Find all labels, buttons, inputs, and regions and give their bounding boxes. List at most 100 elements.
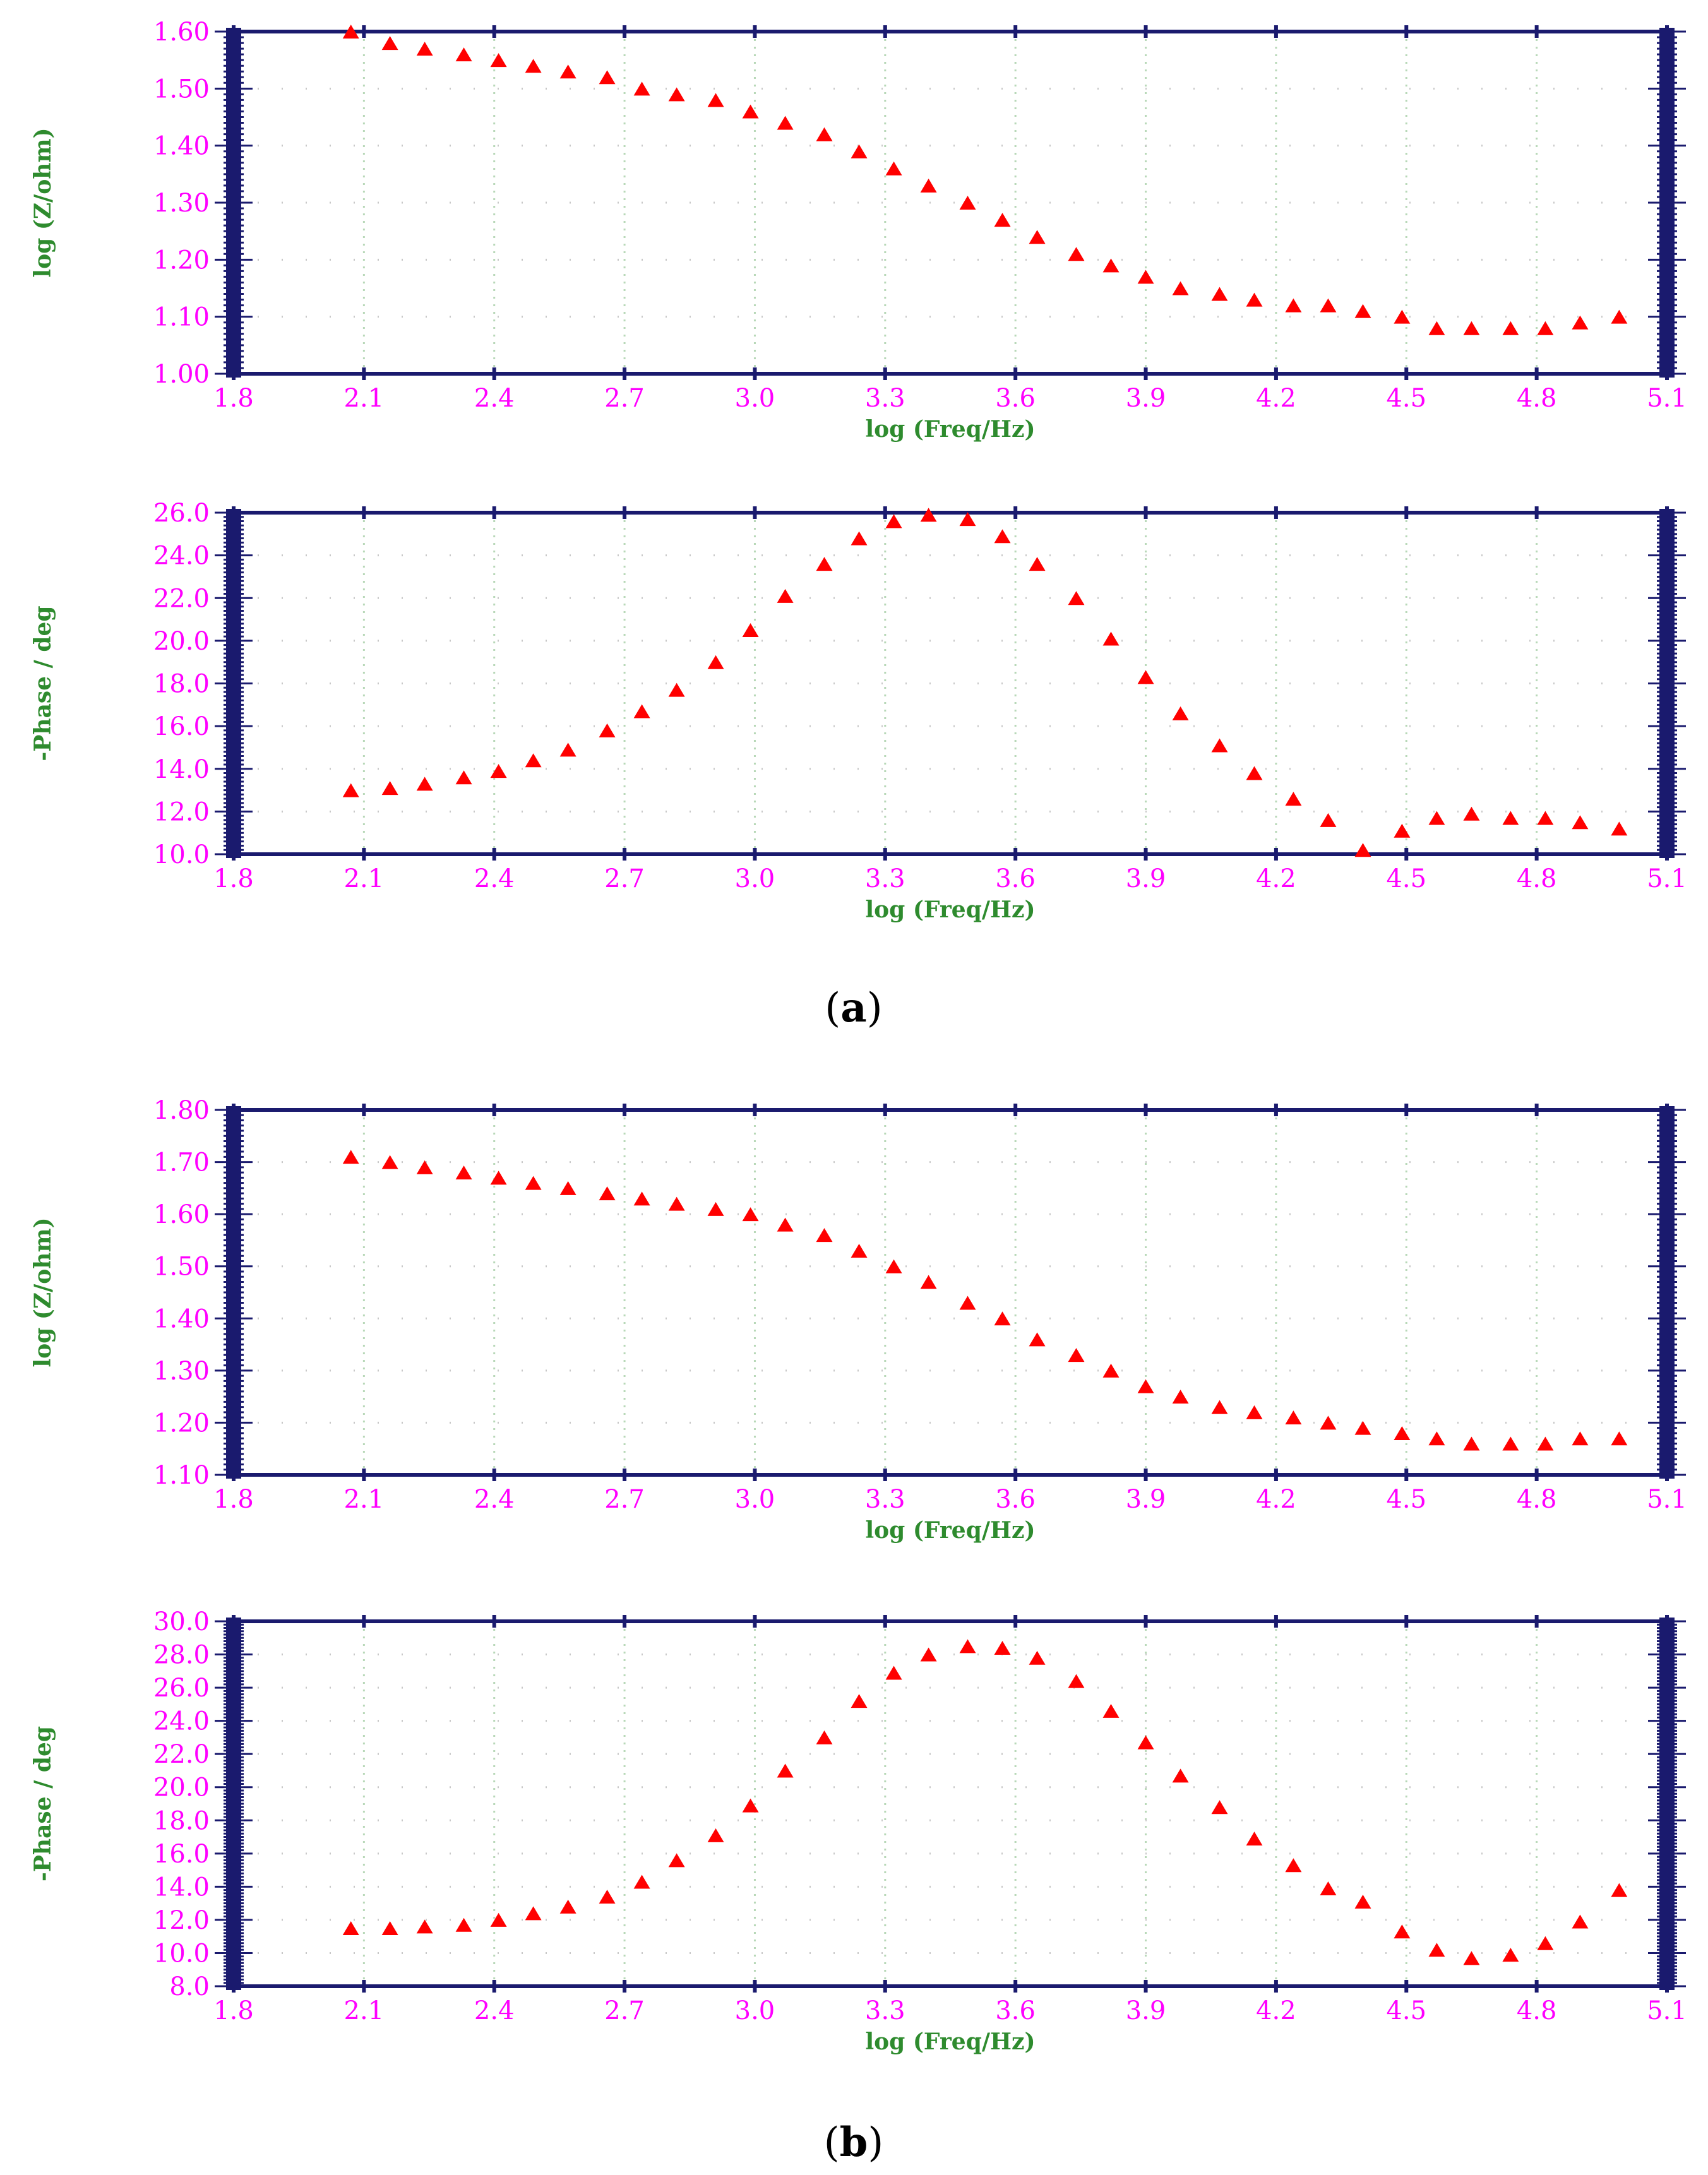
- x-tick-label: 4.5: [1386, 384, 1426, 413]
- data-point: [668, 1196, 685, 1211]
- data-point: [455, 1165, 472, 1180]
- x-tick-label: 3.6: [995, 864, 1036, 893]
- data-point: [668, 87, 685, 102]
- data-point: [490, 1912, 507, 1927]
- x-axis-label: log (Freq/Hz): [865, 416, 1035, 443]
- data-point: [994, 1641, 1011, 1655]
- y-tick-label: 1.00: [153, 360, 210, 389]
- data-point: [707, 1828, 724, 1842]
- data-point: [920, 1647, 937, 1662]
- data-point: [1246, 1405, 1263, 1419]
- charts-layer: 1.00 1.10 1.20 1.30 1.40 1.50 1.60 1.8 2.1 2.4 2.7…: [30, 18, 1687, 2055]
- x-tick-label: 3.9: [1126, 1485, 1166, 1514]
- data-point: [1172, 281, 1189, 295]
- x-axis-label: log (Freq/Hz): [865, 2029, 1035, 2055]
- data-point: [1572, 315, 1589, 330]
- data-point: [1246, 292, 1263, 307]
- data-point: [1428, 811, 1445, 825]
- data-point: [816, 1730, 833, 1744]
- x-tick-label: 3.3: [865, 1996, 905, 2025]
- data-point: [1246, 766, 1263, 780]
- data-point: [1320, 1881, 1337, 1895]
- y-tick-label: 28.0: [153, 1641, 210, 1670]
- data-point: [851, 531, 868, 545]
- chart-a-phase: 10.0 12.0 14.0 16.0 18.0 20.0 22.0 24.0 26.0 1.8 2…: [30, 499, 1687, 923]
- y-tick-label: 26.0: [153, 1674, 210, 1703]
- y-tick-label: 20.0: [153, 627, 210, 656]
- data-point: [1502, 1948, 1519, 1962]
- x-tick-label: 3.6: [995, 1996, 1036, 2025]
- data-point: [1246, 1832, 1263, 1846]
- data-point: [1102, 258, 1120, 273]
- data-point: [1068, 591, 1085, 605]
- x-tick-label: 3.3: [865, 1485, 905, 1514]
- data-point: [559, 64, 576, 79]
- x-tick-label: 3.6: [995, 1485, 1036, 1514]
- data-point: [1611, 1883, 1628, 1897]
- data-point: [851, 1694, 868, 1708]
- data-point: [1285, 1858, 1302, 1873]
- data-point: [416, 777, 433, 791]
- data-point: [1394, 823, 1411, 838]
- data-point: [559, 1181, 576, 1195]
- data-point: [1029, 1650, 1046, 1665]
- data-point: [1137, 1379, 1154, 1393]
- data-point: [959, 1639, 976, 1654]
- data-point: [525, 1176, 542, 1190]
- data-point: [851, 144, 868, 158]
- y-tick-label: 26.0: [153, 499, 210, 528]
- panel-label-b: (b): [824, 2119, 884, 2166]
- y-tick-label: 1.50: [153, 74, 210, 104]
- data-point: [1537, 321, 1554, 335]
- y-tick-label: 14.0: [153, 755, 210, 784]
- data-point: [1354, 1895, 1371, 1909]
- x-tick-label: 2.1: [344, 864, 385, 893]
- data-point: [777, 588, 794, 603]
- x-tick-label: 3.3: [865, 864, 905, 893]
- y-tick-label: 1.60: [153, 18, 210, 47]
- chart-b-phase: 8.0 10.0 12.0 14.0 16.0 18.0 20.0 22.0 24.0 26.0 2…: [30, 1607, 1687, 2055]
- data-point: [633, 1874, 650, 1889]
- x-tick-label: 2.4: [474, 384, 515, 413]
- x-tick-label: 2.7: [604, 1485, 645, 1514]
- y-tick-label: 24.0: [153, 1707, 210, 1736]
- data-point: [742, 623, 759, 637]
- y-tick-label: 8.0: [169, 1972, 210, 2001]
- data-point: [1102, 1363, 1120, 1378]
- data-point: [1572, 1431, 1589, 1446]
- data-point: [490, 764, 507, 778]
- x-tick-label: 3.9: [1126, 864, 1166, 893]
- y-tick-label: 1.10: [153, 1461, 210, 1490]
- x-tick-label: 2.7: [604, 864, 645, 893]
- x-tick-label: 4.2: [1256, 864, 1296, 893]
- x-tick-label: 4.2: [1256, 1485, 1296, 1514]
- y-tick-label: 1.30: [153, 189, 210, 218]
- data-point: [1068, 1674, 1085, 1688]
- data-point: [1354, 843, 1371, 857]
- x-tick-label: 3.3: [865, 384, 905, 413]
- data-point: [525, 59, 542, 73]
- data-point: [455, 1917, 472, 1932]
- data-point: [1463, 806, 1480, 821]
- data-point: [851, 1243, 868, 1258]
- data-point: [920, 1275, 937, 1289]
- data-point: [959, 512, 976, 527]
- data-point: [416, 42, 433, 56]
- data-point: [381, 1921, 398, 1936]
- data-point: [742, 104, 759, 119]
- data-point: [816, 127, 833, 141]
- data-point: [1320, 813, 1337, 827]
- data-point: [707, 1201, 724, 1216]
- data-point: [1172, 706, 1189, 720]
- x-tick-label: 2.7: [604, 1996, 645, 2025]
- data-point: [1611, 821, 1628, 836]
- panel-label-a: (a): [825, 984, 882, 1032]
- data-point: [994, 213, 1011, 227]
- data-point: [1137, 1735, 1154, 1749]
- data-point: [599, 70, 616, 85]
- data-point: [1428, 1943, 1445, 1957]
- chart-a-impedance: 1.00 1.10 1.20 1.30 1.40 1.50 1.60 1.8 2.1 2.4 2.7…: [30, 18, 1687, 443]
- y-tick-label: 14.0: [153, 1873, 210, 1902]
- data-point: [1463, 321, 1480, 335]
